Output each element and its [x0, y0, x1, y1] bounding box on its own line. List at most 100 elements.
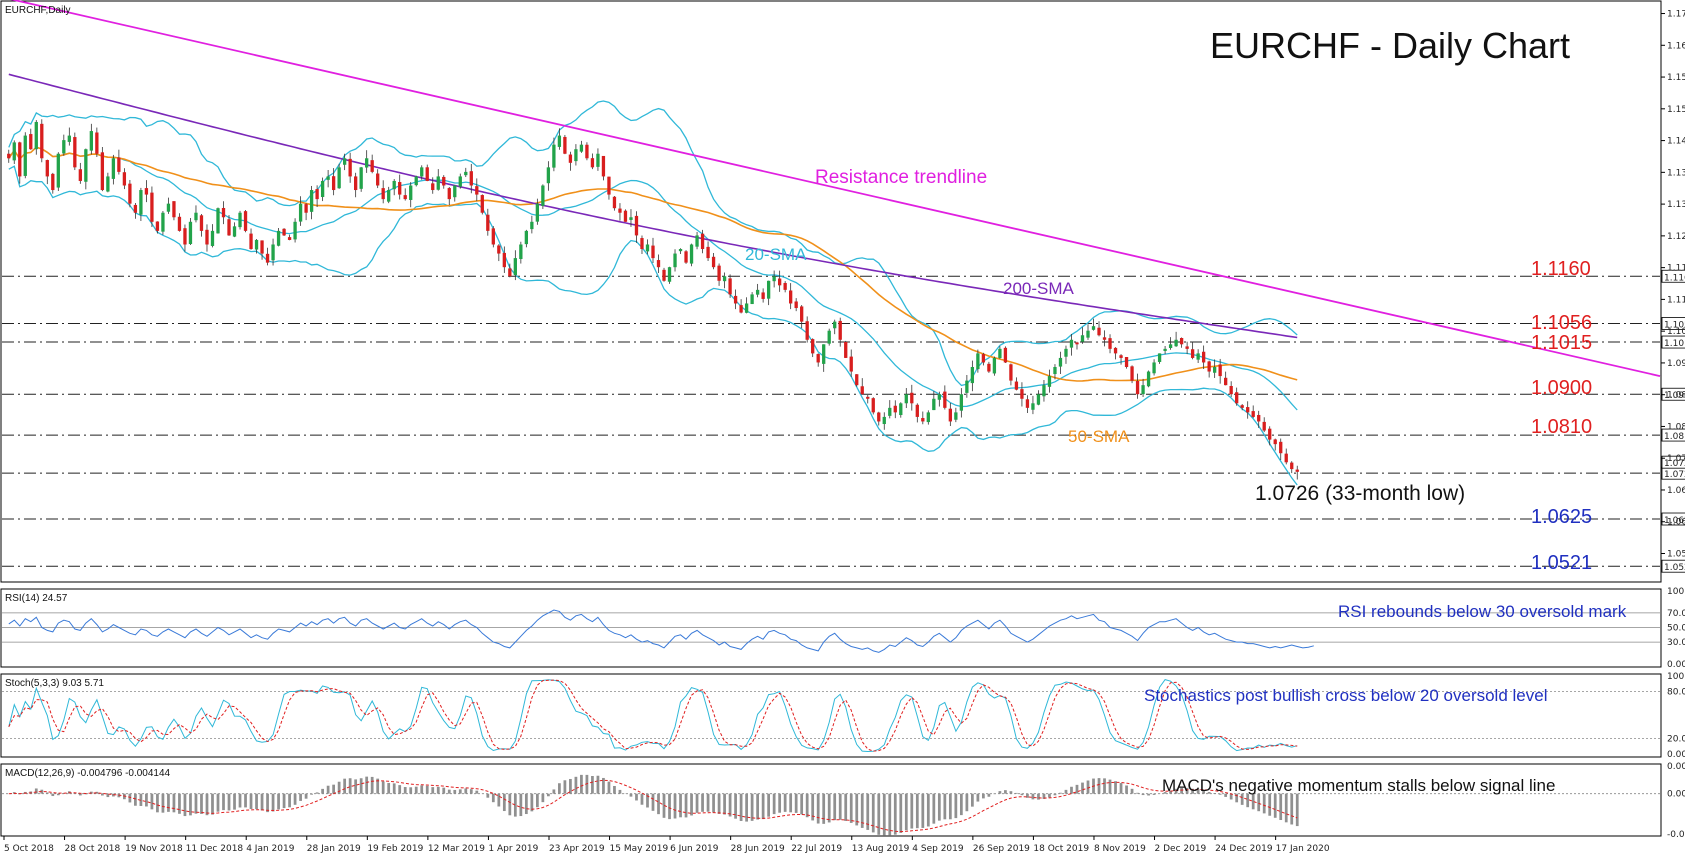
rsi-line [8, 609, 1314, 653]
level-price-box-label: 1.10150 [1664, 339, 1685, 349]
candle-bear [1097, 327, 1101, 336]
candle-bull [387, 190, 391, 202]
level-label-0625: 1.0625 [1531, 506, 1592, 528]
candle-bear [133, 204, 138, 213]
price-tick-label: 1.05490 [1667, 549, 1685, 559]
candle-bear [921, 418, 925, 422]
candle-bear [425, 167, 429, 181]
candle-bear [221, 207, 226, 218]
candle-bear [155, 221, 160, 231]
candle-bear [893, 405, 897, 413]
candle-bull [23, 135, 27, 176]
trendline-line [10, 0, 1661, 377]
candle-bull [552, 144, 556, 168]
candle-bull [67, 135, 71, 142]
candle-bear [607, 176, 611, 195]
rsi-pane-border [0, 588, 1662, 668]
candle-bear [1284, 453, 1288, 463]
candle-bear [376, 173, 380, 186]
price-tick-label: 1.07590 [1667, 454, 1685, 464]
candle-bull [342, 158, 347, 165]
candle-bull [453, 185, 457, 198]
price-tick-label: 1.15290 [1667, 105, 1685, 115]
candle-bear [304, 204, 308, 213]
candle-bull [414, 176, 418, 186]
candle-bear [1229, 386, 1233, 395]
candle-bear [618, 208, 622, 213]
candle-bear [243, 211, 248, 231]
candle-bear [987, 363, 991, 372]
level-price-box-label: 1.11600 [1664, 273, 1685, 283]
candle-bear [502, 252, 506, 268]
candle-bear [1257, 414, 1261, 422]
candle-bear [1102, 337, 1107, 340]
candle-bull [337, 167, 341, 189]
candle-bull [84, 149, 88, 182]
candle-bull [755, 289, 760, 295]
candle-bull [645, 244, 650, 252]
candle-bull [1031, 403, 1035, 410]
candle-bear [431, 183, 435, 191]
candle-bear [860, 386, 864, 395]
rsi-annotation: RSI rebounds below 30 oversold mark [1338, 602, 1627, 621]
candle-bear [728, 278, 732, 295]
price-tick-label: 1.15990 [1667, 73, 1685, 83]
candle-bear [381, 188, 385, 200]
candle-bull [89, 131, 94, 151]
candle-bull [766, 280, 771, 299]
price-tick-label: 1.08290 [1667, 422, 1685, 432]
annotation-sma50: 50-SMA [1068, 427, 1130, 446]
candle-bull [833, 321, 837, 329]
candle-bear [717, 265, 721, 281]
candle-bear [800, 306, 804, 322]
rsi-tick-label: 30.00 [1667, 638, 1685, 648]
candle-bull [298, 203, 303, 222]
candle-bear [612, 196, 617, 209]
candle-bear [1185, 346, 1189, 349]
date-tick-label: 4 Jan 2019 [246, 844, 294, 854]
candle-bull [365, 158, 369, 168]
candle-bull [579, 144, 584, 152]
support-resistance-levels: 1.11600 1.10560 1.10150 1.09063 1.08100 1.072… [2, 269, 1685, 573]
candle-bear [1240, 405, 1244, 408]
level-label-1015: 1.1015 [1531, 332, 1592, 354]
candle-bull [392, 180, 396, 190]
date-tick-label: 13 Aug 2019 [852, 844, 910, 854]
candle-bear [1135, 380, 1140, 395]
candle-bull [772, 276, 776, 282]
candle-bull [1047, 376, 1052, 387]
macd-tick-label: -0.007278 [1667, 830, 1685, 840]
candle-bear [117, 157, 121, 172]
candle-bear [805, 321, 809, 340]
candle-bull [188, 221, 193, 245]
candle-bear [287, 237, 292, 240]
candle-bull [271, 244, 275, 261]
candle-bear [497, 245, 501, 254]
candle-bull [689, 244, 694, 264]
candle-bull [359, 167, 363, 189]
level-price-box [1661, 428, 1685, 442]
candle-bear [623, 210, 628, 222]
price-tick-label: 1.06190 [1667, 518, 1685, 528]
price-tick-label: 1.06890 [1667, 486, 1685, 496]
candle-bear [199, 215, 204, 231]
candle-bear [1218, 364, 1222, 377]
level-price-box-label: 1.10560 [1664, 320, 1685, 330]
stochastics-indicator: 100.00 80.00 20.00 0.00 [2, 672, 1685, 760]
level-price-box-label: 1.08100 [1664, 432, 1685, 442]
rsi-tick-label: 50.00 [1667, 624, 1685, 634]
candle-bull [326, 176, 330, 180]
date-tick-label: 19 Nov 2018 [125, 844, 183, 854]
candle-bull [254, 239, 259, 250]
price-pane-border [0, 0, 1662, 583]
rsi-tick-label: 70.00 [1667, 609, 1685, 619]
candle-bear [172, 201, 176, 218]
price-tick-label: 1.08990 [1667, 391, 1685, 401]
candle-bear [1268, 428, 1272, 440]
last-price-box-label: 1.07288 [1664, 459, 1685, 469]
candle-bear [1130, 366, 1134, 381]
stoch-annotation: Stochastics post bullish cross below 20 … [1144, 686, 1547, 705]
candle-bear [1009, 364, 1013, 381]
candle-bull [106, 176, 110, 192]
candle-bear [794, 301, 798, 309]
